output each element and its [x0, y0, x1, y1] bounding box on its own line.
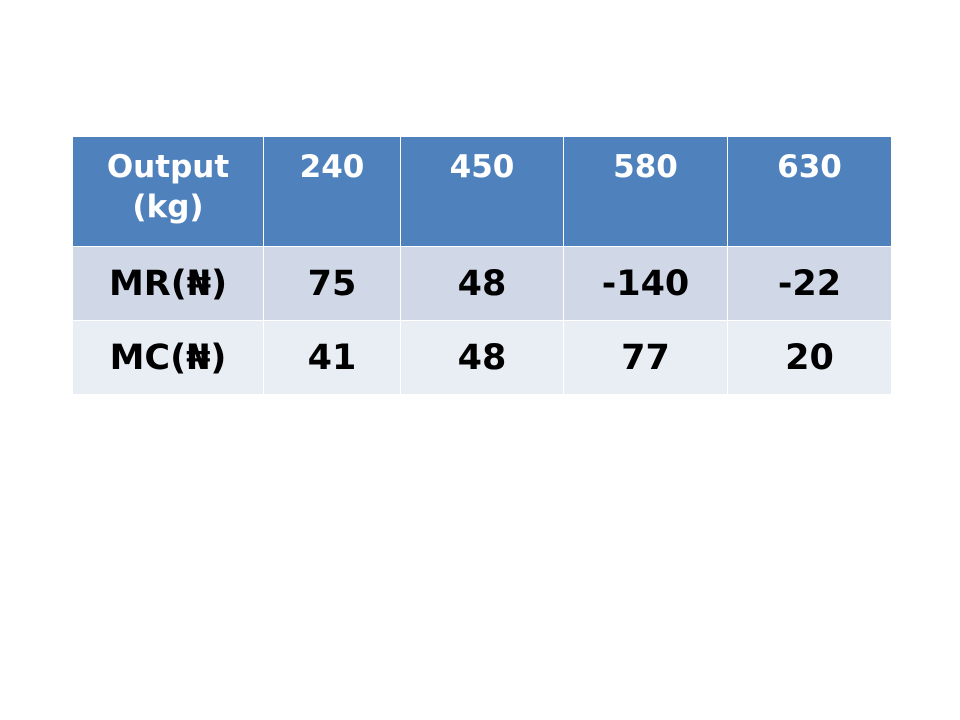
- table-row-mc: MC(₦) 41 48 77 20: [72, 320, 892, 395]
- table-row-mr: MR(₦) 75 48 -140 -22: [72, 246, 892, 321]
- header-label-cell: Output (kg): [72, 136, 264, 247]
- table-cell: -140: [563, 246, 728, 321]
- header-label-line2: (kg): [132, 189, 204, 225]
- header-output-cell: 450: [400, 136, 564, 247]
- header-output-cell: 580: [563, 136, 728, 247]
- header-output-cell: 240: [263, 136, 401, 247]
- row-label-cell: MC(₦): [72, 320, 264, 395]
- header-output-cell: 630: [727, 136, 892, 247]
- row-label-cell: MR(₦): [72, 246, 264, 321]
- table-cell: 75: [263, 246, 401, 321]
- header-label-line1: Output: [106, 149, 230, 185]
- output-mr-mc-table: Output (kg) 240 450 580 630 MR(₦) 75 48 …: [72, 136, 892, 395]
- table-cell: -22: [727, 246, 892, 321]
- table-cell: 41: [263, 320, 401, 395]
- table-header-row: Output (kg) 240 450 580 630: [72, 136, 892, 247]
- table-cell: 77: [563, 320, 728, 395]
- table-cell: 48: [400, 246, 564, 321]
- table-cell: 48: [400, 320, 564, 395]
- table-cell: 20: [727, 320, 892, 395]
